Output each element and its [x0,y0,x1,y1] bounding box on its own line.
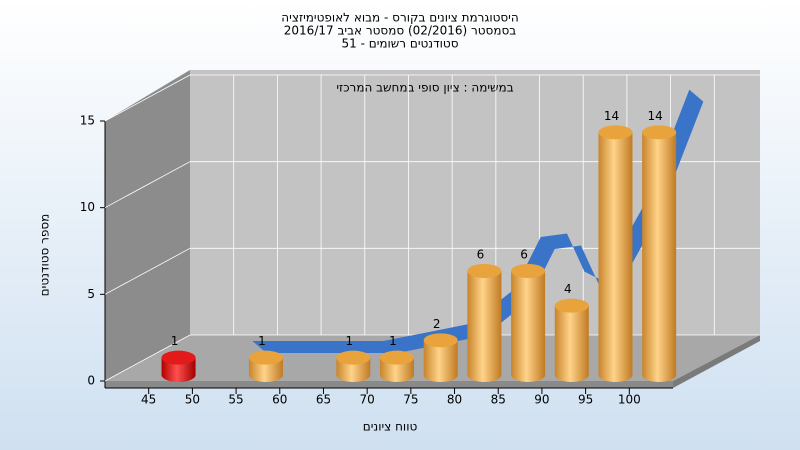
data-label: 14 [604,109,619,123]
x-tick-label: 65 [316,393,331,407]
data-label: 1 [345,334,353,348]
x-tick-label: 50 [185,393,200,407]
x-tick-label: 55 [228,393,243,407]
data-label: 6 [477,248,485,262]
y-tick-label: 10 [80,200,95,214]
data-label: 14 [648,109,663,123]
bar-top [423,333,458,348]
bar [598,132,633,375]
y-axis-label: מספר סטודנטים [38,214,52,297]
grid-line [104,161,191,209]
data-label: 1 [389,334,397,348]
x-tick-label: 100 [618,393,641,407]
left-wall [105,70,190,381]
x-axis-label: טווח ציונים [363,420,418,434]
data-label: 6 [520,248,528,262]
floor-edge [673,335,760,388]
bar-top [598,125,633,140]
y-tick-label: 15 [80,114,95,128]
bar [642,132,677,375]
x-tick-label: 75 [403,393,418,407]
x-tick-label: 85 [491,393,506,407]
bar [554,305,589,375]
chart-title: היסטוגרמת ציונים בקורס - מבוא לאופטימיזצ… [281,11,518,25]
x-tick-label: 90 [534,393,549,407]
bar-top [554,298,589,313]
bar-top [248,350,283,365]
bar-top [511,264,546,278]
chart-title: בסמסטר (02/2016) סמסטר אביב 2016/17 [284,24,516,38]
x-tick-label: 70 [360,393,375,407]
x-tick-label: 60 [272,393,287,407]
bar [467,271,502,375]
x-tick-label: 80 [447,393,462,407]
data-label: 2 [433,317,441,331]
bar-top [467,264,502,278]
grid-line [104,334,191,382]
grid-line [104,74,191,122]
x-tick-label: 95 [578,393,593,407]
title-block: היסטוגרמת ציונים בקורס - מבוא לאופטימיזצ… [281,11,518,51]
data-label: 1 [171,334,179,348]
bar-top [380,350,414,365]
data-label: 1 [258,334,266,348]
grid-line [104,247,191,295]
annotation: במשימה : ציון סופי במחשב המרכזי [336,81,513,95]
y-tick-label: 5 [87,287,95,301]
bar-top [161,350,196,365]
floor-front [105,381,673,388]
x-tick-label: 45 [141,393,156,407]
bar-top [336,350,371,365]
y-tick-label: 0 [87,374,95,388]
data-label: 4 [564,282,572,296]
bar [511,271,546,375]
bar-top [642,125,677,140]
chart-title: סטודנטים רשומים - 51 [341,37,458,51]
